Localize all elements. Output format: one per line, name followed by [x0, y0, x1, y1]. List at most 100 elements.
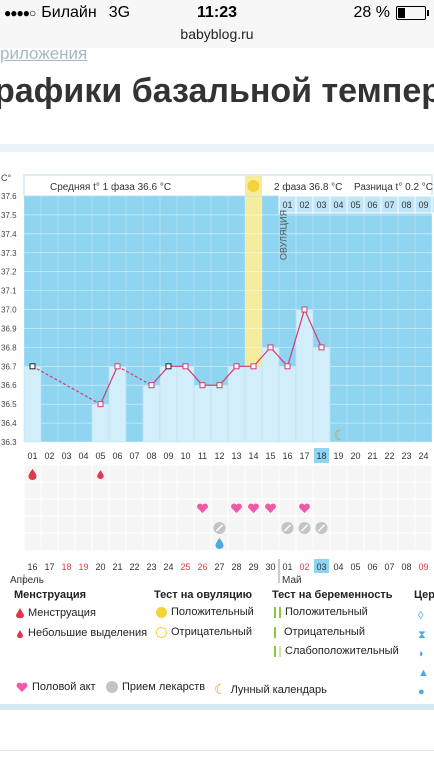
temp-point — [233, 363, 240, 370]
temp-point — [301, 306, 308, 313]
temp-bar — [261, 347, 280, 443]
y-tick-label: 36.6 — [1, 381, 17, 390]
legend-ov-positive: Положительный — [156, 606, 254, 618]
y-tick-label: 36.4 — [1, 419, 17, 428]
top-day-label: 09 — [418, 200, 428, 210]
single-bar-icon — [274, 626, 276, 638]
moon-icon: ☾ — [334, 428, 347, 444]
y-tick-label: 37.3 — [1, 249, 17, 258]
date-label: 07 — [384, 562, 394, 572]
temp-point — [97, 401, 104, 408]
network-type: 3G — [108, 4, 131, 21]
temp-bar — [142, 384, 161, 443]
footer-bar — [0, 704, 434, 710]
legend-pregnancy-heading: Тест на беременность — [272, 589, 393, 601]
date-label: 22 — [129, 562, 139, 572]
legend-lunar: ☾ Лунный календарь — [214, 681, 327, 697]
temp-bar — [312, 347, 331, 443]
cycle-day-label: 15 — [265, 451, 275, 461]
address-bar[interactable]: babyblog.ru — [0, 26, 434, 48]
cycle-day-label: 06 — [112, 451, 122, 461]
heart-icon — [16, 682, 28, 692]
cycle-day-label: 13 — [231, 451, 241, 461]
section-divider — [0, 144, 434, 152]
temp-bar — [278, 366, 297, 443]
temp-bar — [227, 366, 246, 443]
cervix-drop — [215, 538, 224, 549]
y-tick-label: 36.7 — [1, 362, 17, 371]
date-label: 28 — [231, 562, 241, 572]
temp-line-segment — [185, 365, 203, 386]
cycle-day-label: 17 — [299, 451, 309, 461]
cycle-day-label: 12 — [214, 451, 224, 461]
date-label: 27 — [214, 562, 224, 572]
battery-percent: 28 % — [353, 4, 390, 21]
cycle-day-label: 03 — [61, 451, 71, 461]
page-title: рафики базальной темпер — [0, 72, 434, 110]
y-tick-label: 37.0 — [1, 306, 17, 315]
heart-icon — [197, 503, 208, 513]
month-label: Апрель — [10, 575, 44, 585]
top-day-label: 05 — [350, 200, 360, 210]
carrier-name: Билайн — [41, 4, 97, 21]
sun-icon — [247, 180, 260, 192]
cycle-day-label: 21 — [367, 451, 377, 461]
temp-point — [114, 363, 121, 370]
cycle-day-label: 23 — [401, 451, 411, 461]
temp-line-segment — [219, 365, 237, 386]
legend-preg-positive: Положительный — [274, 606, 368, 618]
y-tick-label: 37.5 — [1, 211, 17, 220]
date-label: 01 — [282, 562, 292, 572]
legend-intercourse: Половой акт — [16, 681, 96, 693]
chart-legend: Менструация Менструация Небольшие выделе… — [0, 585, 434, 705]
phase2-label: 2 фаза 36.8 °С — [274, 181, 342, 193]
cervix-icons: ◊ ⧗ ◗ ▲ ● — [418, 610, 429, 698]
moon-icon: ☾ — [214, 681, 227, 697]
y-tick-label: 37.2 — [1, 268, 17, 277]
temp-line-segment — [117, 365, 152, 386]
temp-line-segment — [253, 346, 271, 367]
temp-bar — [159, 366, 178, 443]
pill-line — [284, 524, 291, 532]
date-label: 04 — [333, 562, 343, 572]
battery-info: 28 % — [353, 4, 429, 22]
date-label: 16 — [27, 562, 37, 572]
cycle-day-label: 22 — [384, 451, 394, 461]
pill-line — [318, 524, 325, 532]
drop-icon — [16, 608, 24, 618]
heart-icon — [299, 503, 310, 513]
date-label: 08 — [401, 562, 411, 572]
cycle-day-label: 20 — [350, 451, 360, 461]
date-label: 30 — [265, 562, 275, 572]
temp-line-segment — [303, 309, 323, 348]
legend-menstruation: Менструация — [16, 607, 96, 619]
phase-header — [23, 174, 433, 197]
date-label: 17 — [44, 562, 54, 572]
temp-point — [284, 363, 291, 370]
date-label: 06 — [367, 562, 377, 572]
signal-icon: ●●●●○ — [4, 6, 36, 20]
date-label: 05 — [350, 562, 360, 572]
bbt-chart: 37.6 37.5 37.4 37.3 37.2 37.1 37.0 36.9 36.8 36.7… — [0, 155, 434, 700]
date-label: 20 — [95, 562, 105, 572]
temp-line-segment — [99, 366, 119, 405]
top-day-label: 02 — [299, 200, 309, 210]
legend-ov-negative: Отрицательный — [156, 626, 252, 638]
cycle-day-label: 14 — [248, 451, 258, 461]
date-label: 09 — [418, 562, 428, 572]
weak-bar-icon — [274, 645, 281, 657]
heart-icon — [248, 503, 259, 513]
temp-point — [165, 363, 172, 370]
temp-bar — [210, 384, 229, 443]
legend-menstruation-heading: Менструация — [14, 589, 87, 601]
y-tick-label: 37.1 — [1, 287, 17, 296]
temp-point — [199, 382, 206, 389]
circle-icon — [156, 626, 167, 638]
breadcrumb-link[interactable]: риложения — [0, 44, 88, 63]
today-date-highlight — [314, 559, 329, 573]
clock: 11:23 — [196, 4, 238, 21]
temp-point — [148, 382, 155, 389]
url-text: babyblog.ru — [180, 26, 254, 42]
top-day-label: 01 — [282, 200, 292, 210]
cycle-day-label: 16 — [282, 451, 292, 461]
